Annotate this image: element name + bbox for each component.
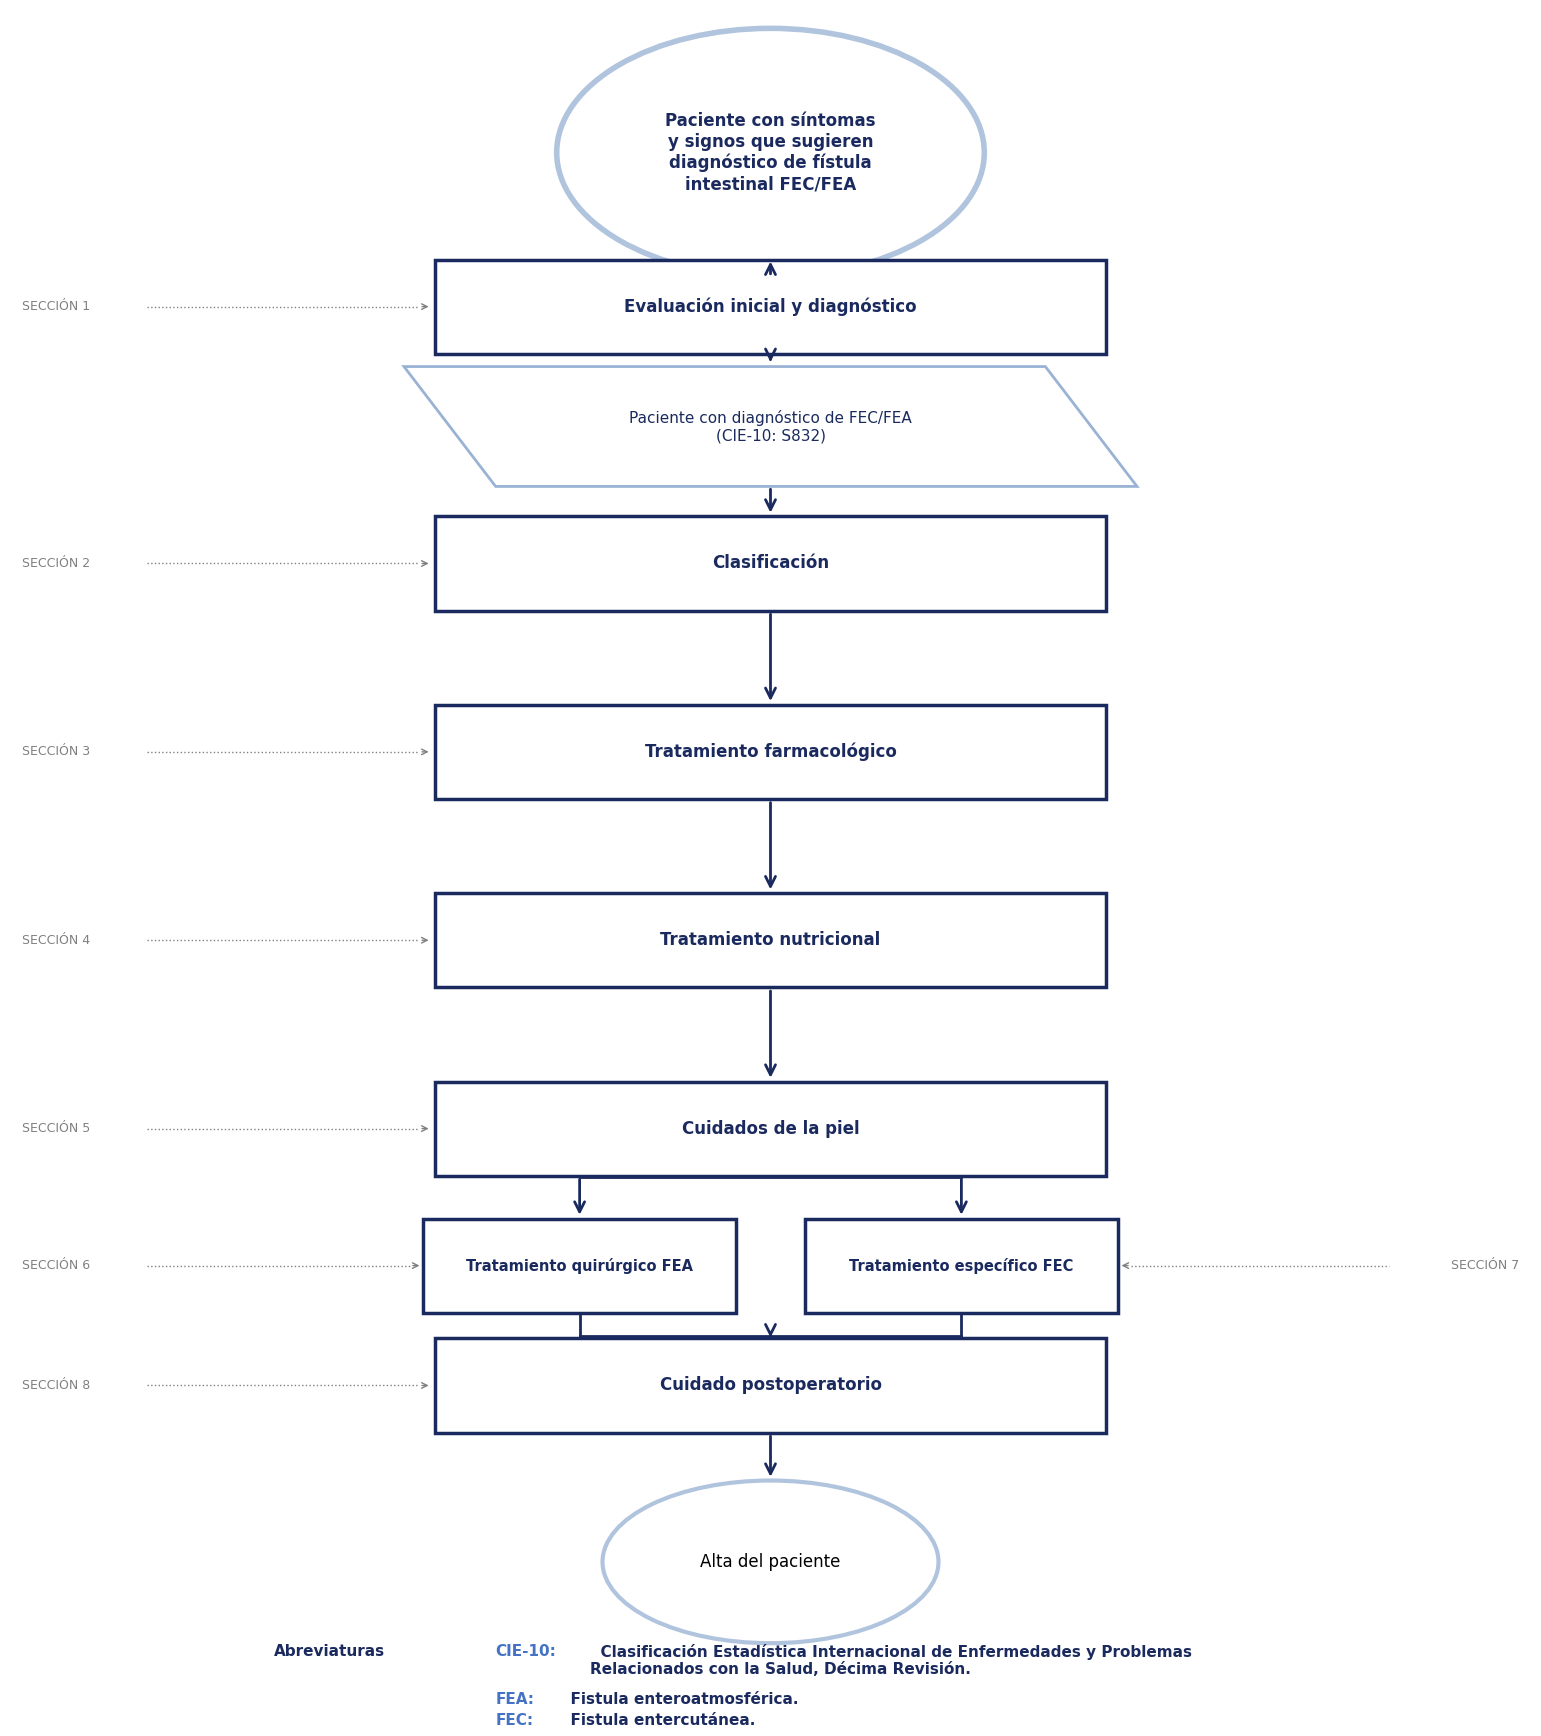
- FancyBboxPatch shape: [435, 892, 1106, 988]
- FancyBboxPatch shape: [804, 1219, 1117, 1312]
- Text: SECCIÓN 6: SECCIÓN 6: [22, 1259, 91, 1272]
- Text: CIE-10:: CIE-10:: [496, 1644, 556, 1660]
- Text: Cuidado postoperatorio: Cuidado postoperatorio: [660, 1377, 881, 1394]
- Polygon shape: [404, 366, 1137, 486]
- Text: SECCIÓN 8: SECCIÓN 8: [22, 1378, 91, 1392]
- Text: Tratamiento específico FEC: Tratamiento específico FEC: [849, 1257, 1074, 1274]
- FancyBboxPatch shape: [435, 1338, 1106, 1432]
- Text: Tratamiento quirúrgico FEA: Tratamiento quirúrgico FEA: [465, 1257, 693, 1274]
- Text: Cuidados de la piel: Cuidados de la piel: [681, 1120, 860, 1137]
- FancyBboxPatch shape: [435, 705, 1106, 799]
- FancyBboxPatch shape: [435, 259, 1106, 354]
- Text: SECCIÓN 5: SECCIÓN 5: [22, 1121, 91, 1135]
- Text: Evaluación inicial y diagnóstico: Evaluación inicial y diagnóstico: [624, 297, 917, 316]
- Text: Fistula enteroatmosférica.: Fistula enteroatmosférica.: [559, 1693, 798, 1706]
- Text: Paciente con diagnóstico de FEC/FEA
(CIE-10: S832): Paciente con diagnóstico de FEC/FEA (CIE…: [629, 410, 912, 443]
- Text: Abreviaturas: Abreviaturas: [274, 1644, 385, 1660]
- FancyBboxPatch shape: [435, 1082, 1106, 1175]
- Text: Alta del paciente: Alta del paciente: [700, 1554, 841, 1571]
- Ellipse shape: [603, 1481, 938, 1644]
- Text: SECCIÓN 2: SECCIÓN 2: [22, 557, 91, 569]
- Text: Tratamiento nutricional: Tratamiento nutricional: [661, 930, 880, 950]
- Text: Paciente con síntomas
y signos que sugieren
diagnóstico de fístula
intestinal FE: Paciente con síntomas y signos que sugie…: [666, 113, 875, 193]
- Ellipse shape: [556, 28, 985, 276]
- Text: Fistula entercutánea.: Fistula entercutánea.: [559, 1712, 755, 1727]
- Text: Clasificación: Clasificación: [712, 554, 829, 573]
- FancyBboxPatch shape: [424, 1219, 737, 1312]
- Text: SECCIÓN 4: SECCIÓN 4: [22, 934, 91, 946]
- Text: SECCIÓN 3: SECCIÓN 3: [22, 745, 91, 759]
- Text: SECCIÓN 7: SECCIÓN 7: [1450, 1259, 1519, 1272]
- Text: Tratamiento farmacológico: Tratamiento farmacológico: [644, 743, 897, 760]
- Text: SECCIÓN 1: SECCIÓN 1: [22, 300, 91, 312]
- Text: FEA:: FEA:: [496, 1693, 535, 1706]
- FancyBboxPatch shape: [435, 516, 1106, 611]
- Text: FEC:: FEC:: [496, 1712, 533, 1727]
- Text: Clasificación Estadística Internacional de Enfermedades y Problemas
Relacionados: Clasificación Estadística Internacional …: [590, 1644, 1193, 1677]
